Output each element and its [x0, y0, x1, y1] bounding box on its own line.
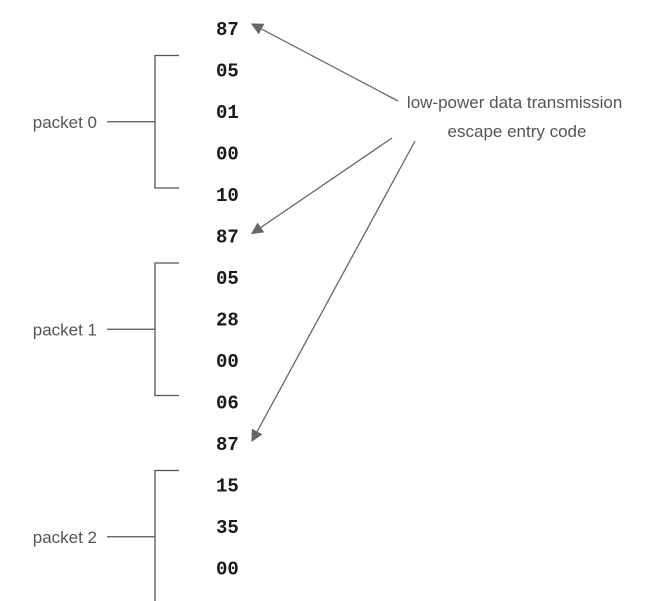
annotation-line-1: low-power data transmission — [407, 93, 622, 112]
byte-value: 01 — [216, 102, 239, 124]
escape-code-annotation: low-power data transmission escape entry… — [407, 93, 627, 141]
byte-value: 00 — [216, 559, 239, 581]
packet-label: packet 1 — [33, 320, 97, 339]
byte-value: 15 — [216, 476, 239, 498]
packet-bracket — [155, 56, 179, 189]
byte-value: 28 — [216, 310, 239, 332]
byte-value: 87 — [216, 434, 239, 456]
escape-code-arrow — [252, 138, 392, 234]
packet-brackets: packet 0 packet 1 packet 2 — [33, 56, 179, 601]
byte-value: 05 — [216, 268, 239, 290]
byte-value: 35 — [216, 517, 239, 539]
byte-value: 10 — [216, 185, 239, 207]
escape-code-arrow — [252, 24, 398, 101]
packet-bracket — [155, 471, 179, 601]
byte-value: 87 — [216, 227, 239, 249]
packet-bracket — [155, 263, 179, 396]
escape-code-arrow — [252, 141, 415, 441]
packet-label: packet 0 — [33, 113, 97, 132]
byte-sequence: 87050100108705280006871535002F — [216, 19, 239, 601]
byte-value: 87 — [216, 19, 239, 41]
byte-value: 05 — [216, 61, 239, 83]
byte-value: 00 — [216, 144, 239, 166]
packet-label: packet 2 — [33, 528, 97, 547]
byte-value: 06 — [216, 393, 239, 415]
byte-value: 00 — [216, 351, 239, 373]
escape-code-arrows — [252, 24, 415, 441]
annotation-line-2: escape entry code — [448, 122, 587, 141]
